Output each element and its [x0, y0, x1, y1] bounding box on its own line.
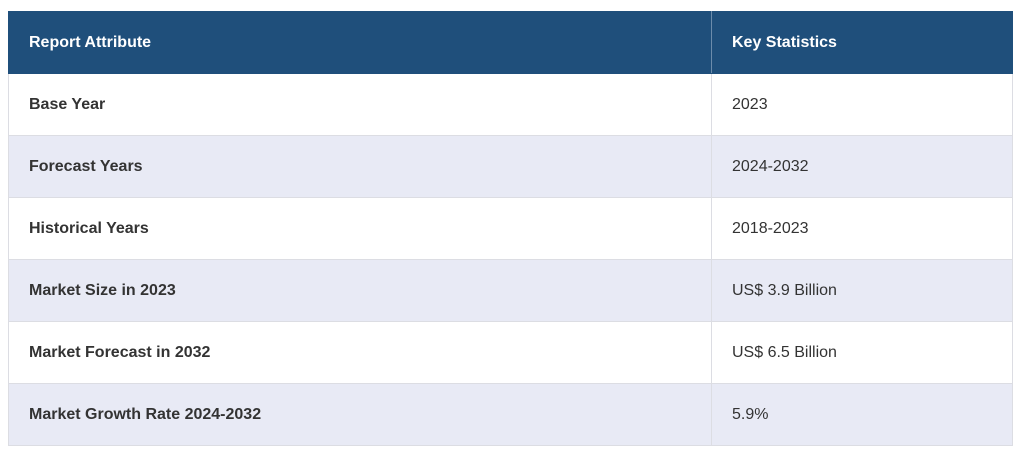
statistic-cell: US$ 6.5 Billion [711, 321, 1013, 384]
stats-table: Report Attribute Key Statistics Base Year… [8, 11, 1013, 446]
statistic-cell: US$ 3.9 Billion [711, 259, 1013, 322]
column-header: Report Attribute [8, 11, 712, 74]
table-body: Base Year 2023 Forecast Years 2024-2032 Hist… [8, 73, 1013, 446]
table-row: Market Size in 2023 US$ 3.9 Billion [8, 259, 1013, 322]
attribute-cell: Base Year [8, 73, 712, 136]
table-row: Base Year 2023 [8, 73, 1013, 136]
table-row: Historical Years 2018-2023 [8, 197, 1013, 260]
header-row: Report Attribute Key Statistics [8, 11, 1013, 74]
table-row: Market Forecast in 2032 US$ 6.5 Billion [8, 321, 1013, 384]
table-row: Market Growth Rate 2024-2032 5.9% [8, 383, 1013, 446]
attribute-cell: Forecast Years [8, 135, 712, 198]
statistic-cell: 2024-2032 [711, 135, 1013, 198]
stats-table-wrapper: Report Attribute Key Statistics Base Year… [8, 11, 1013, 446]
attribute-cell: Market Size in 2023 [8, 259, 712, 322]
column-header: Key Statistics [711, 11, 1013, 74]
table-row: Forecast Years 2024-2032 [8, 135, 1013, 198]
attribute-cell: Historical Years [8, 197, 712, 260]
statistic-cell: 5.9% [711, 383, 1013, 446]
attribute-cell: Market Growth Rate 2024-2032 [8, 383, 712, 446]
statistic-cell: 2018-2023 [711, 197, 1013, 260]
statistic-cell: 2023 [711, 73, 1013, 136]
attribute-cell: Market Forecast in 2032 [8, 321, 712, 384]
